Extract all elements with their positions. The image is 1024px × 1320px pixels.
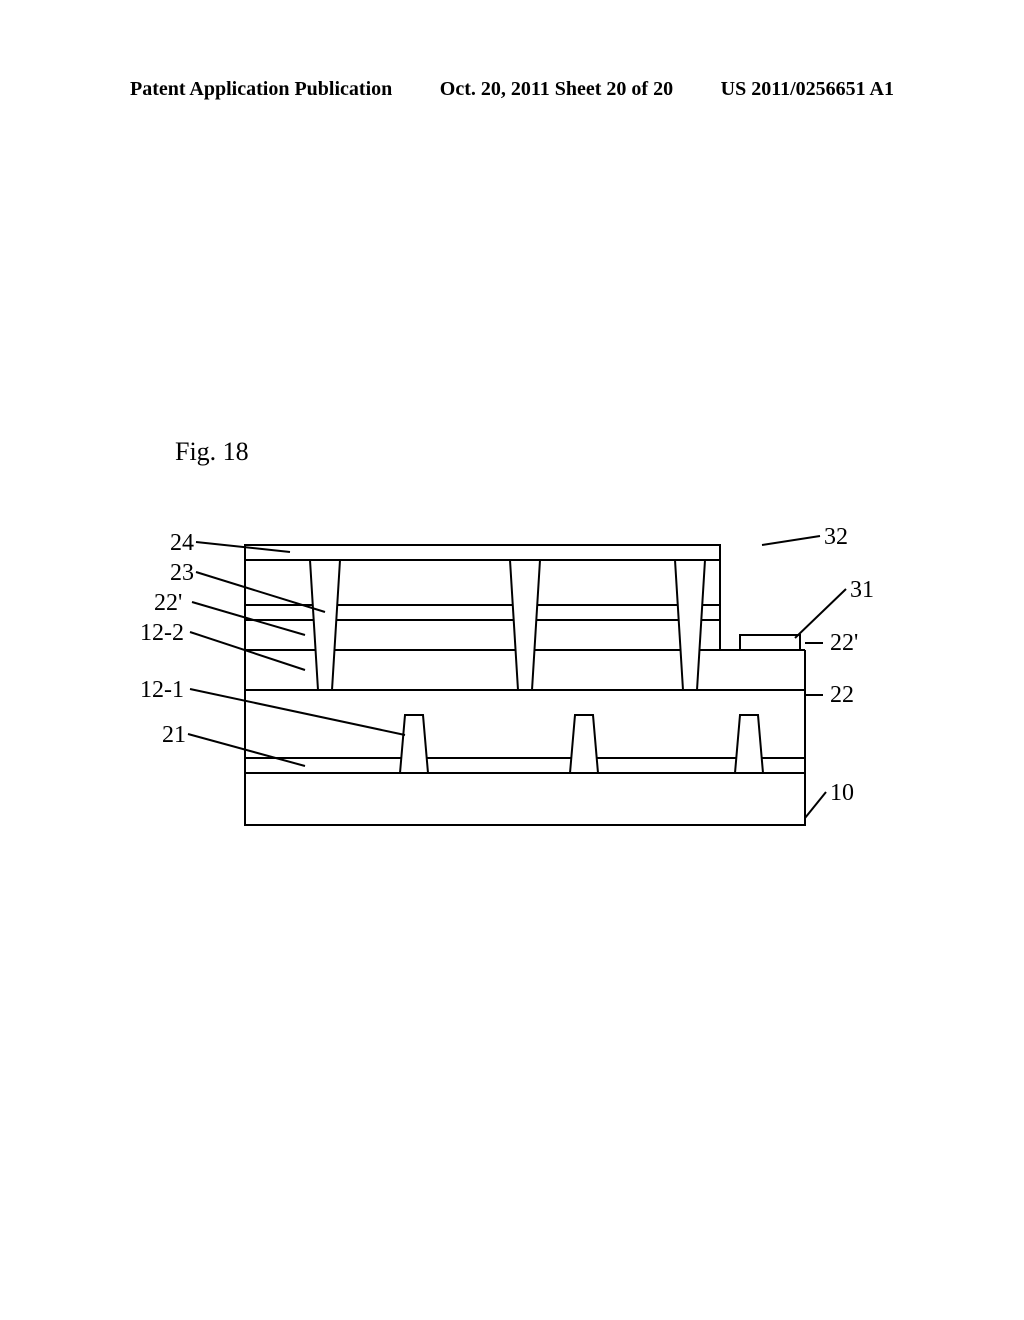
svg-text:24: 24: [170, 530, 194, 556]
svg-text:31: 31: [850, 577, 874, 603]
svg-text:12-1: 12-1: [140, 677, 184, 703]
svg-text:22': 22': [830, 630, 858, 656]
svg-text:23: 23: [170, 560, 194, 586]
svg-text:10: 10: [830, 780, 854, 806]
header-left: Patent Application Publication: [130, 78, 392, 101]
cross-section-diagram: 24 23 22' 12-2 12-1 21 32 31 22' 22 10: [130, 520, 890, 870]
page-header: Patent Application Publication Oct. 20, …: [0, 78, 1024, 101]
diagram-svg: 24 23 22' 12-2 12-1 21 32 31 22' 22 10: [130, 520, 890, 870]
svg-text:32: 32: [824, 524, 848, 550]
svg-text:21: 21: [162, 722, 186, 748]
svg-text:22': 22': [154, 590, 182, 616]
figure-label: Fig. 18: [175, 437, 249, 467]
svg-text:22: 22: [830, 682, 854, 708]
header-right: US 2011/0256651 A1: [721, 78, 894, 101]
svg-text:12-2: 12-2: [140, 620, 184, 646]
header-center: Oct. 20, 2011 Sheet 20 of 20: [440, 78, 673, 101]
